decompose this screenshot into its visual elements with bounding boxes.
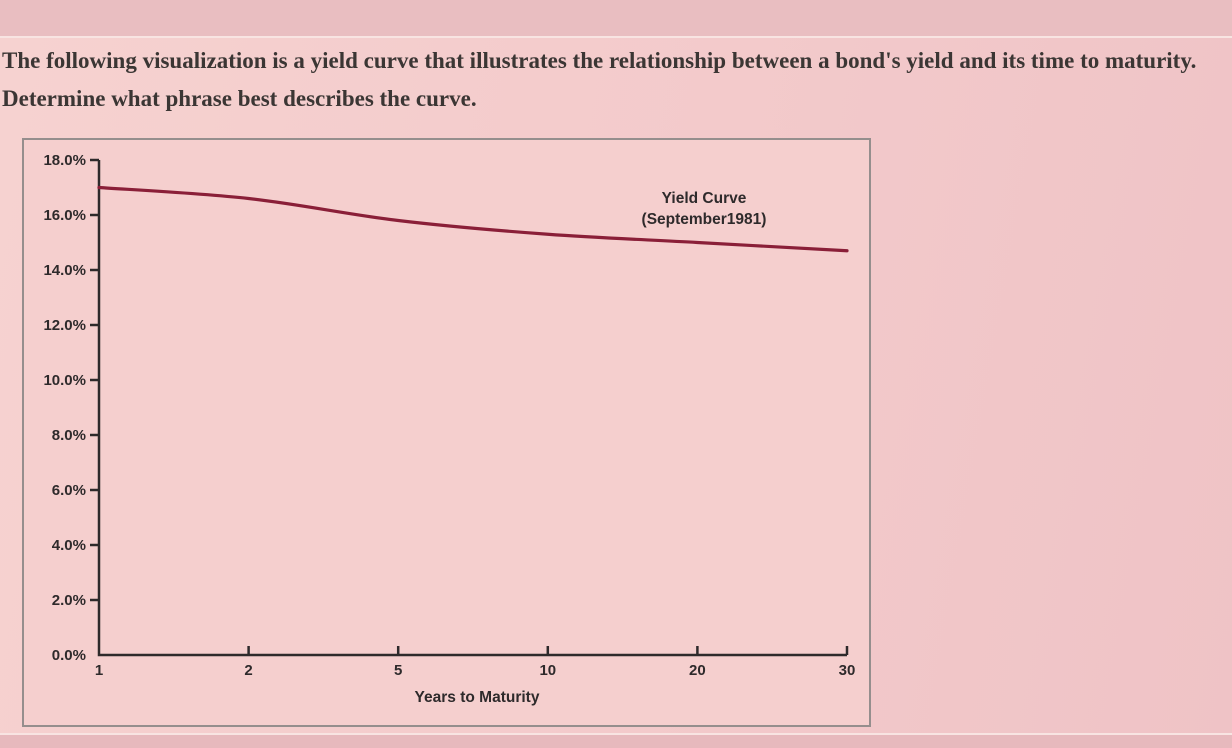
x-axis-title: Years to Maturity [414, 689, 540, 706]
legend-title: Yield Curve [661, 190, 747, 207]
chart-panel: 0.0% 2.0% 4.0% 6.0% 8.0% 10.0% 12.0% 14.0% 16.0%… [22, 138, 871, 727]
question-text: The following visualization is a yield c… [2, 48, 1197, 111]
y-tick-label: 18.0% [43, 152, 86, 169]
y-tick-label: 10.0% [43, 372, 86, 389]
axes [97, 160, 847, 657]
y-tick-label: 8.0% [52, 427, 86, 444]
x-tick-label: 1 [95, 662, 103, 679]
x-tick-label: 5 [394, 662, 402, 679]
x-tick-label: 2 [244, 662, 252, 679]
x-tick-label: 20 [689, 662, 706, 679]
y-tick-label: 2.0% [52, 592, 86, 609]
top-strip [0, 0, 1232, 38]
y-tick-label: 16.0% [43, 207, 86, 224]
y-tick-label: 4.0% [52, 537, 86, 554]
yield-curve-line [97, 185, 849, 253]
y-tick-label: 12.0% [43, 317, 86, 334]
bottom-strip [0, 733, 1232, 748]
yield-curve-chart: 0.0% 2.0% 4.0% 6.0% 8.0% 10.0% 12.0% 14.0% 16.0%… [43, 152, 856, 679]
x-tick-label: 30 [839, 662, 856, 679]
legend-subtitle: (September1981) [641, 211, 767, 228]
y-tick-label: 0.0% [52, 647, 86, 664]
y-tick-label: 14.0% [43, 262, 86, 279]
y-tick-label: 6.0% [52, 482, 86, 499]
chart-legend: Yield Curve (September1981) [544, 188, 864, 230]
x-tick-label: 10 [539, 662, 556, 679]
